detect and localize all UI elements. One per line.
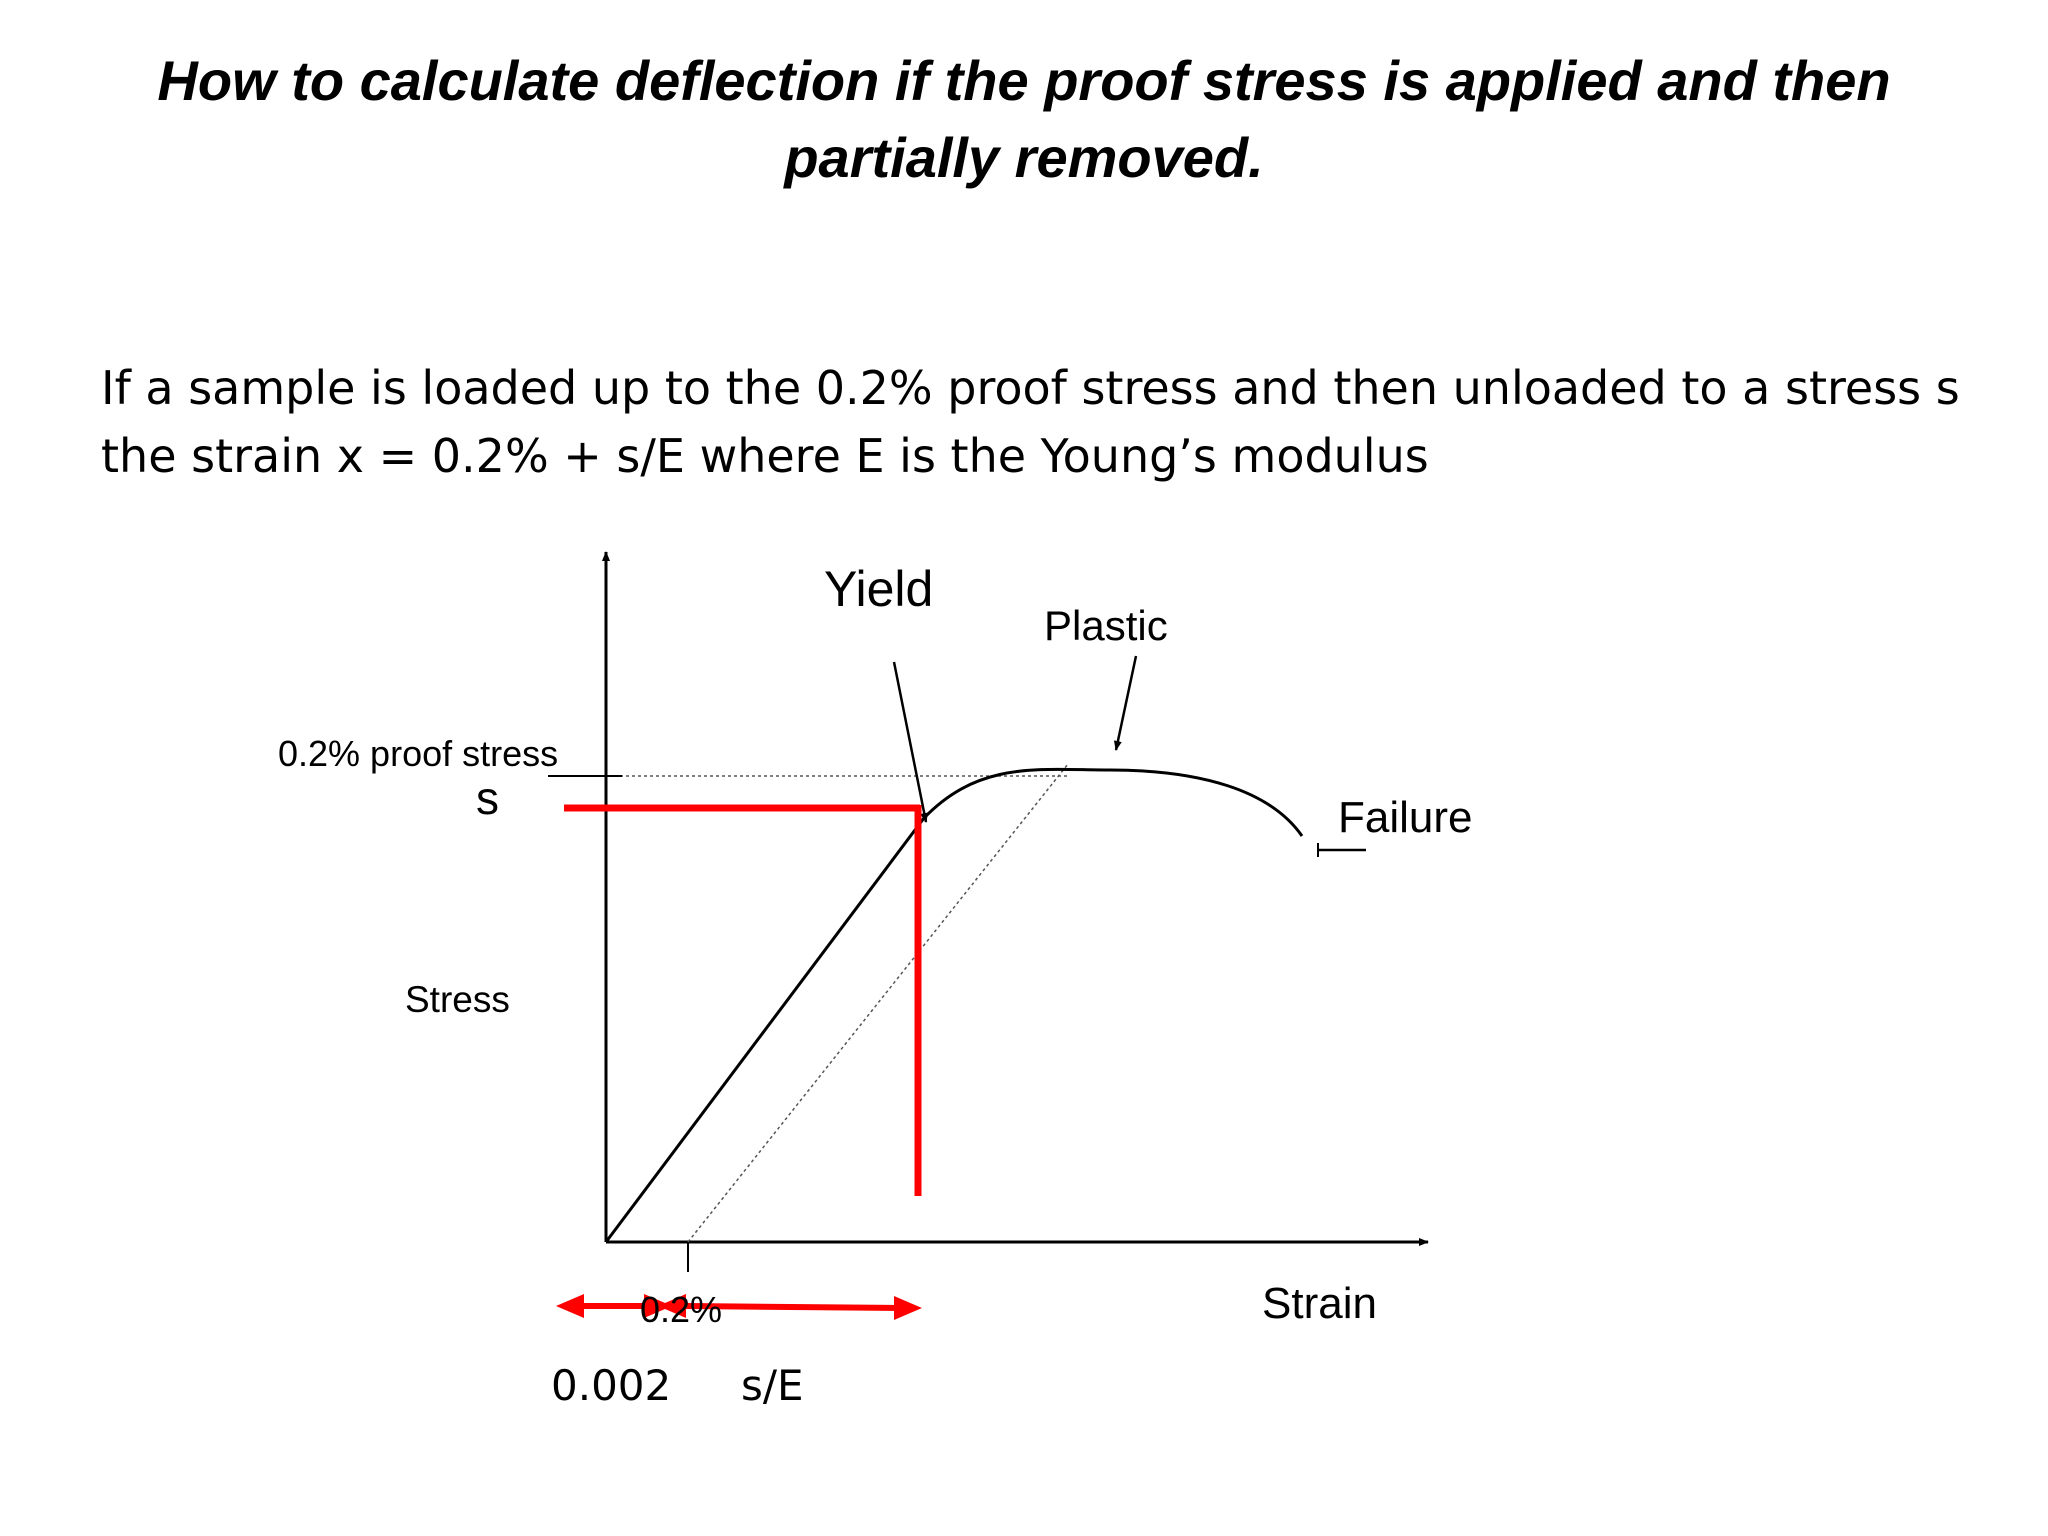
title-line-2: partially removed. xyxy=(784,126,1264,189)
elastic-strain-label: s/E xyxy=(741,1361,804,1410)
title-line-1: How to calculate deflection if the proof… xyxy=(157,49,1891,112)
elastic-strain-shaft xyxy=(685,1303,901,1311)
offset-line xyxy=(687,763,1069,1243)
yield-arrow xyxy=(892,661,929,823)
offset-value-label: 0.002 xyxy=(551,1361,671,1410)
slide-title: How to calculate deflection if the proof… xyxy=(0,42,2048,196)
strain-axis-label: Strain xyxy=(1262,1279,1377,1328)
body-line-2: the strain x = 0.2% + s/E where E is the… xyxy=(101,429,1429,483)
plastic-label: Plastic xyxy=(1044,602,1168,649)
yield-label: Yield xyxy=(824,561,933,617)
slide-body: If a sample is loaded up to the 0.2% pro… xyxy=(101,354,2001,490)
stress-strain-curve xyxy=(604,767,1304,1243)
elastic-arrowhead-right xyxy=(894,1296,922,1320)
stress-axis-label: Stress xyxy=(405,979,510,1020)
s-label: s xyxy=(476,772,499,824)
offset-label: 0.2% xyxy=(640,1289,722,1330)
proof-stress-label: 0.2% proof stress xyxy=(278,733,558,774)
body-line-1: If a sample is loaded up to the 0.2% pro… xyxy=(101,361,1960,415)
plastic-arrow xyxy=(1113,655,1138,751)
failure-label: Failure xyxy=(1338,793,1473,842)
elastic-arrowhead-left xyxy=(658,1294,686,1318)
offset-arrowhead-left xyxy=(556,1294,584,1318)
